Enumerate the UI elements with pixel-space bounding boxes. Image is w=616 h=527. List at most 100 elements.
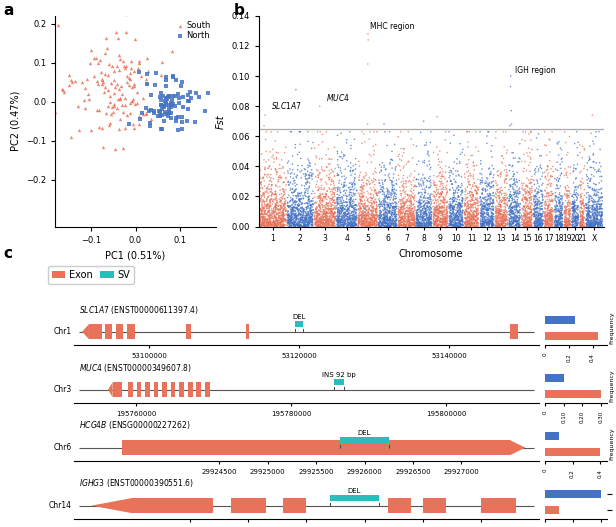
- Point: [339, 214, 349, 223]
- Point: [448, 202, 458, 211]
- Point: [444, 202, 454, 211]
- Point: [426, 199, 436, 208]
- Point: [262, 197, 272, 206]
- Point: [269, 219, 279, 228]
- Point: [557, 154, 567, 162]
- Point: [306, 213, 316, 221]
- Point: [314, 197, 324, 206]
- Point: [560, 128, 570, 136]
- Point: [272, 217, 282, 226]
- Point: [410, 216, 419, 224]
- Point: [439, 173, 448, 181]
- Point: [342, 192, 352, 201]
- Point: [346, 211, 355, 220]
- Point: [348, 221, 358, 230]
- Point: [289, 220, 299, 228]
- Point: [263, 221, 273, 229]
- Point: [323, 192, 333, 201]
- Point: [538, 190, 548, 199]
- Point: [560, 217, 570, 226]
- Point: [583, 202, 593, 211]
- Point: [521, 216, 530, 225]
- Point: [325, 194, 334, 202]
- Point: [477, 204, 487, 212]
- Point: [389, 220, 399, 228]
- Point: [418, 216, 428, 225]
- Point: [463, 202, 472, 210]
- Point: [478, 220, 488, 229]
- Point: [396, 196, 406, 204]
- Point: [575, 220, 585, 228]
- Point: [545, 148, 555, 156]
- Point: [512, 220, 522, 228]
- Point: [354, 176, 364, 184]
- Point: [370, 212, 379, 220]
- Point: [358, 193, 368, 202]
- Point: [561, 197, 570, 205]
- Point: [477, 217, 487, 225]
- Point: [585, 213, 594, 222]
- Point: [582, 221, 592, 229]
- Point: [370, 216, 380, 225]
- Point: [520, 213, 530, 221]
- Point: [379, 197, 389, 205]
- Point: [295, 140, 305, 149]
- Point: [526, 187, 536, 195]
- Point: [494, 191, 504, 200]
- Point: [494, 220, 504, 229]
- Point: [575, 181, 585, 190]
- Point: [294, 194, 304, 203]
- Point: [584, 221, 594, 229]
- Point: [280, 215, 290, 223]
- Point: [505, 211, 514, 219]
- Point: [363, 159, 373, 167]
- Point: [336, 199, 346, 208]
- Point: [374, 215, 384, 223]
- Point: [510, 198, 520, 206]
- Point: [556, 209, 566, 218]
- Point: [479, 213, 489, 221]
- Point: [280, 198, 290, 206]
- Point: [404, 220, 414, 229]
- Point: [283, 221, 293, 230]
- Point: [371, 169, 381, 177]
- Point: [328, 218, 338, 226]
- Point: [484, 209, 493, 217]
- Point: [510, 214, 520, 223]
- Point: [477, 170, 487, 179]
- Point: [405, 221, 415, 230]
- Point: [268, 207, 278, 216]
- Point: [527, 214, 537, 223]
- Point: [291, 194, 301, 202]
- Point: [350, 219, 360, 228]
- Point: [277, 214, 287, 223]
- Point: [448, 183, 458, 192]
- Point: [479, 203, 489, 211]
- Point: [336, 216, 346, 224]
- Point: [595, 204, 605, 212]
- South: [81, 84, 91, 92]
- Point: [536, 218, 546, 227]
- Point: [257, 208, 267, 216]
- Point: [286, 217, 296, 225]
- Point: [357, 219, 367, 227]
- Point: [290, 221, 299, 230]
- Point: [347, 218, 357, 227]
- Point: [283, 207, 293, 216]
- Point: [276, 219, 286, 228]
- Point: [572, 193, 582, 202]
- Point: [317, 219, 326, 227]
- Point: [288, 177, 298, 186]
- Point: [347, 167, 357, 175]
- Point: [270, 203, 280, 211]
- Point: [409, 217, 419, 225]
- Point: [291, 203, 301, 212]
- Text: $\it{SLC1A7}$ (ENST00000611397.4): $\it{SLC1A7}$ (ENST00000611397.4): [79, 304, 198, 316]
- Point: [400, 209, 410, 217]
- Point: [389, 204, 399, 213]
- Point: [382, 209, 392, 217]
- Point: [461, 219, 471, 228]
- Point: [546, 171, 556, 180]
- Point: [361, 212, 371, 221]
- Point: [408, 220, 418, 228]
